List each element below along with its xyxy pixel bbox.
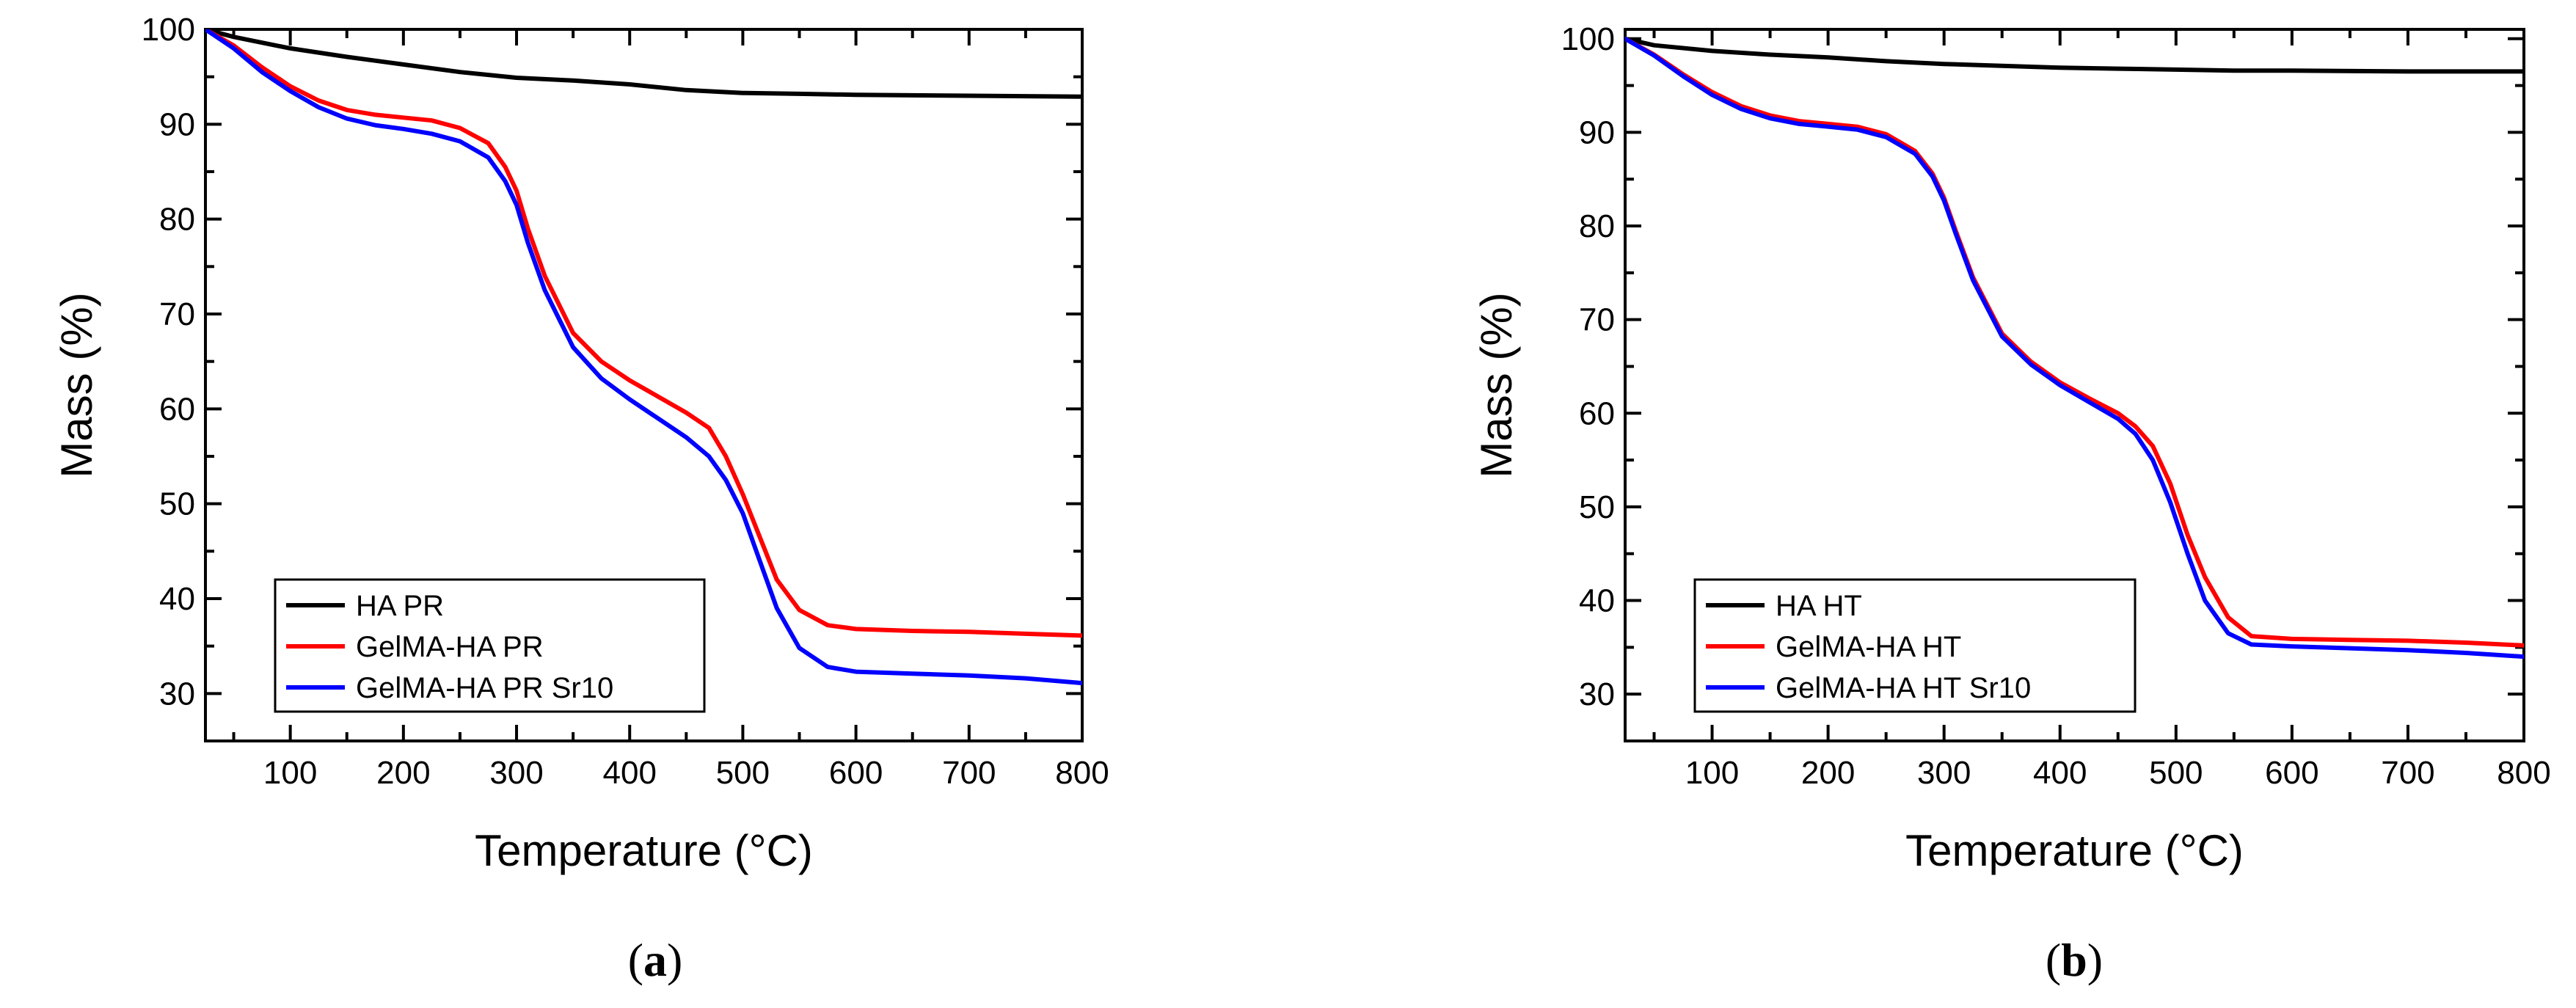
y-tick-label: 80 (159, 202, 195, 238)
x-tick-label: 200 (376, 755, 430, 791)
chart-panel-b: 100 200 300 400 500 600 700 800 30 40 50 60 70 80 90 10… (1472, 21, 2551, 986)
y-tick-label: 90 (159, 106, 195, 142)
legend-label: GelMA-HA HT Sr10 (1776, 672, 2031, 704)
x-tick-label: 300 (489, 755, 543, 791)
y-axis-label: Mass (%) (52, 292, 101, 478)
series-line-ha-pr (205, 29, 1082, 99)
x-tick-label: 700 (942, 755, 996, 791)
chart-panel-a: 100 200 300 400 500 600 700 800 30 40 50 60 70 80 90 10… (52, 12, 1109, 986)
y-tick-label: 60 (1579, 395, 1615, 431)
legend-label: GelMA-HA HT (1776, 631, 1961, 663)
legend-label: GelMA-HA PR Sr10 (356, 672, 613, 704)
y-axis-label: Mass (%) (1472, 292, 1521, 478)
series-line-gelma-ha-ht (1625, 36, 2524, 648)
x-tick-label: 600 (829, 755, 883, 791)
legend-label: HA HT (1776, 590, 1862, 622)
y-tick-label: 40 (1579, 583, 1615, 619)
plot-frame (204, 28, 1084, 742)
x-tick-label: 500 (2149, 755, 2203, 791)
y-tick-label: 100 (1561, 21, 1615, 57)
legend-box (274, 578, 706, 713)
y-tick-label: 30 (159, 676, 195, 712)
y-tick-label: 50 (159, 486, 195, 522)
y-tick-label: 90 (1579, 114, 1615, 150)
panel-caption: (a) (628, 934, 683, 986)
series-line-gelma-ha-pr (205, 29, 1082, 638)
series-line-gelma-ha-pr-sr10 (205, 29, 1082, 686)
panel-caption: (b) (2046, 934, 2103, 986)
x-tick-label: 800 (2497, 755, 2550, 791)
x-tick-label: 500 (716, 755, 770, 791)
plot-frame (1624, 28, 2525, 742)
x-axis-label: Temperature (°C) (1905, 826, 2244, 875)
x-tick-label: 100 (263, 755, 317, 791)
legend-label: GelMA-HA PR (356, 631, 544, 663)
x-tick-label: 400 (603, 755, 657, 791)
y-tick-label: 30 (1579, 676, 1615, 712)
x-tick-label: 200 (1801, 755, 1855, 791)
x-tick-label: 100 (1685, 755, 1739, 791)
x-tick-label: 400 (2033, 755, 2087, 791)
y-tick-label: 80 (1579, 208, 1615, 244)
x-axis-label: Temperature (°C) (475, 826, 813, 875)
y-tick-label: 60 (159, 391, 195, 427)
series-line-gelma-ha-ht-sr10 (1625, 36, 2524, 660)
x-tick-label: 800 (1055, 755, 1109, 791)
x-tick-label: 600 (2265, 755, 2318, 791)
y-tick-label: 70 (159, 296, 195, 332)
x-tick-label: 300 (1917, 755, 1971, 791)
y-tick-label: 40 (159, 581, 195, 617)
y-tick-label: 50 (1579, 489, 1615, 525)
series-line-ha-ht (1625, 36, 2524, 74)
x-tick-label: 700 (2381, 755, 2434, 791)
y-tick-label: 70 (1579, 302, 1615, 338)
legend-label: HA PR (356, 590, 444, 622)
y-tick-label: 100 (142, 12, 195, 48)
legend-box (1693, 578, 2137, 713)
